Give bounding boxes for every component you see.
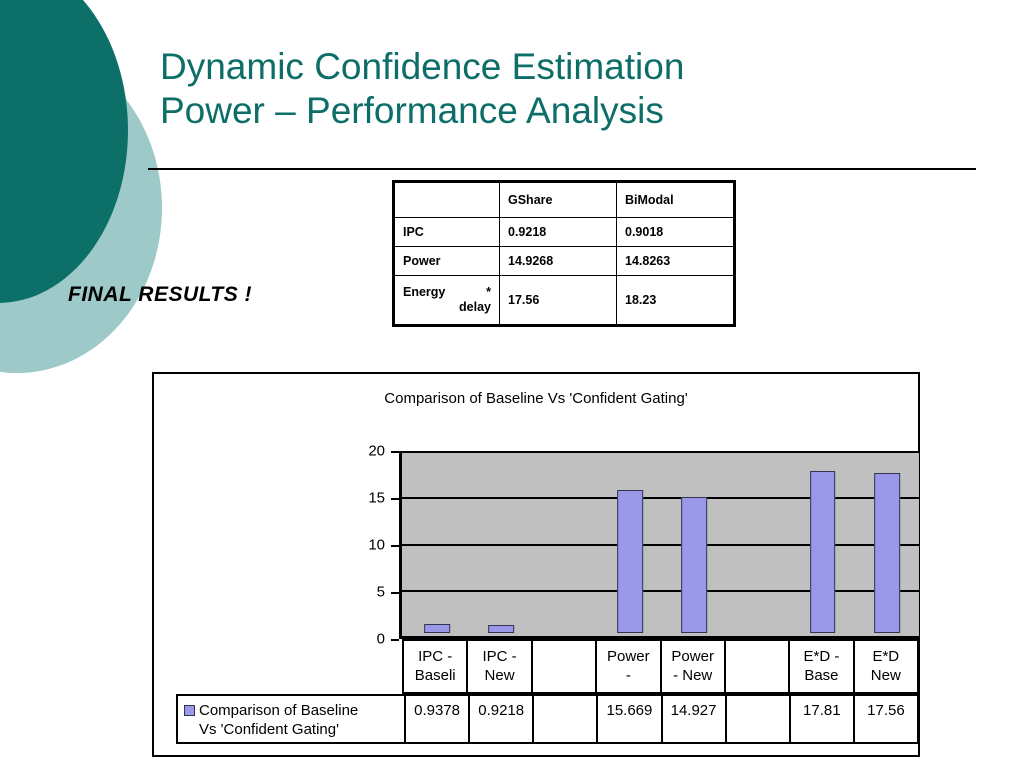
cell-ipc-bimodal: 0.9018 (616, 217, 735, 247)
dark-teal-circle-decoration (0, 0, 128, 303)
plot-area (399, 451, 919, 639)
cell-energydelay-bimodal: 18.23 (616, 275, 735, 326)
chart-title: Comparison of Baseline Vs 'Confident Gat… (384, 390, 688, 407)
y-tick-mark (391, 592, 399, 594)
gridline (402, 543, 919, 546)
results-table: GShare BiModal IPC 0.9218 0.9018 Power 1… (392, 180, 736, 327)
table-row: IPC 0.9218 0.9018 (393, 217, 735, 247)
y-tick-label: 5 (376, 583, 385, 601)
legend-color-swatch (184, 705, 195, 716)
data-value-cell (724, 696, 789, 742)
bar-slot (791, 451, 855, 633)
data-value-cell: 14.927 (660, 696, 725, 742)
bar-chart: Comparison of Baseline Vs 'Confident Gat… (152, 372, 920, 757)
final-results-label: FINAL RESULTS ! (68, 283, 253, 306)
y-tick-label: 15 (368, 489, 385, 507)
x-axis-category-cell: E*D - Base (788, 641, 853, 692)
slide-title: Dynamic Confidence Estimation Power – Pe… (160, 46, 685, 131)
cell-power-gshare: 14.9268 (499, 246, 617, 276)
row-label-energy-delay: Energy * delay (393, 275, 500, 326)
plot-wrap: 0 5 10 15 20 (368, 443, 919, 648)
table-header-row: GShare BiModal (393, 181, 735, 218)
bar-slot (534, 451, 598, 633)
gridline (402, 451, 919, 453)
cell-ipc-gshare: 0.9218 (499, 217, 617, 247)
data-value-strip: Comparison of Baseline Vs 'Confident Gat… (176, 694, 919, 744)
bar[interactable] (874, 473, 900, 633)
title-divider-rule (148, 168, 976, 170)
y-tick-mark (391, 498, 399, 500)
bar-slot (469, 451, 533, 633)
x-axis-category-cell (530, 641, 596, 692)
gridline (402, 589, 919, 592)
bar[interactable] (681, 497, 707, 633)
y-tick-mark (391, 451, 399, 453)
bar[interactable] (424, 624, 450, 633)
row-label-energy-line1: Energy * (403, 285, 491, 299)
x-axis-category-cell (723, 641, 789, 692)
bar-slot (405, 451, 469, 633)
x-axis-category-cell: Power - (595, 641, 660, 692)
x-axis-category-cell: IPC - Baseli (402, 641, 467, 692)
legend-entry: Comparison of Baseline Vs 'Confident Gat… (178, 696, 404, 742)
row-label-ipc: IPC (393, 217, 500, 247)
bar-slot (662, 451, 726, 633)
gridline (402, 497, 919, 500)
bar[interactable] (488, 624, 515, 633)
bar[interactable] (617, 490, 643, 633)
table-header-bimodal: BiModal (616, 181, 735, 218)
bar-slot (855, 451, 919, 633)
table-corner-cell (393, 181, 500, 218)
x-axis-category-cell: IPC - New (466, 641, 531, 692)
data-value-cell: 15.669 (596, 696, 661, 742)
table-row: Power 14.9268 14.8263 (393, 246, 735, 276)
light-teal-circle-decoration (0, 43, 162, 373)
bar-slot (598, 451, 662, 633)
x-axis-category-cell: Power - New (659, 641, 724, 692)
y-tick-label: 10 (368, 536, 385, 554)
bar[interactable] (809, 470, 836, 633)
row-label-energy-line2: delay (459, 300, 491, 314)
y-tick-mark (391, 639, 399, 641)
cell-power-bimodal: 14.8263 (616, 246, 735, 276)
y-tick-label: 0 (376, 630, 385, 648)
data-value-cell: 17.81 (788, 696, 853, 742)
table-row: Energy * delay 17.56 18.23 (393, 275, 735, 326)
row-label-power: Power (393, 246, 500, 276)
data-value-cell: 0.9218 (468, 696, 533, 742)
data-value-cell: 0.9378 (404, 696, 469, 742)
x-axis-category-cell: E*D New (852, 641, 917, 692)
cell-energydelay-gshare: 17.56 (499, 275, 617, 326)
y-tick-mark (391, 545, 399, 547)
data-value-cell (532, 696, 597, 742)
data-value-cell: 17.56 (852, 696, 917, 742)
table-header-gshare: GShare (499, 181, 617, 218)
bars-layer (405, 451, 919, 633)
x-axis-category-strip: IPC - Baseli IPC - New Power - Power - New E… (402, 639, 919, 694)
y-tick-label: 20 (368, 442, 385, 460)
bar-slot (726, 451, 790, 633)
legend-label: Comparison of Baseline Vs 'Confident Gat… (199, 702, 359, 738)
